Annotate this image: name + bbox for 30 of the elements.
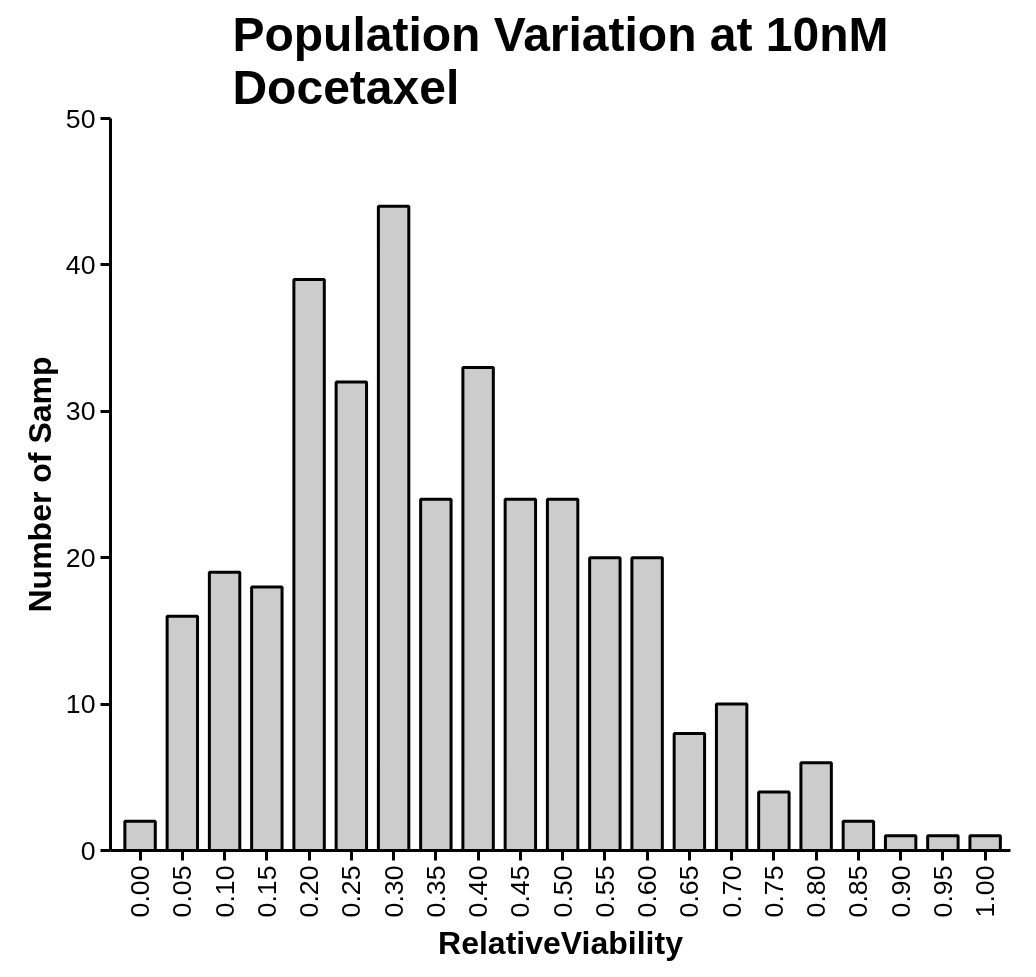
x-tick-label: 0.60 bbox=[632, 865, 663, 918]
x-tick-label: 0.50 bbox=[547, 865, 578, 918]
y-tick-label: 20 bbox=[65, 542, 96, 573]
x-axis-title: RelativeViability bbox=[438, 925, 684, 962]
x-tick-label: 0.15 bbox=[251, 865, 282, 918]
chart-title: Population Variation at 10nM Docetaxel bbox=[232, 7, 889, 114]
x-tick-label: 0.70 bbox=[716, 865, 747, 918]
y-tick-label: 10 bbox=[65, 689, 96, 720]
y-axis-title: Number of Samp bbox=[21, 356, 58, 613]
x-tick-label: 0.35 bbox=[420, 865, 451, 918]
x-tick-label: 0.30 bbox=[378, 865, 409, 918]
y-tick-label: 30 bbox=[65, 396, 96, 427]
x-tick-label: 0.45 bbox=[505, 865, 536, 918]
x-tick-label: 0.05 bbox=[167, 865, 198, 918]
x-tick-label: 0.80 bbox=[801, 865, 832, 918]
x-tick-label: 0.20 bbox=[294, 865, 325, 918]
x-tick-label: 0.90 bbox=[885, 865, 916, 918]
y-tick-label: 50 bbox=[65, 103, 96, 134]
x-tick-label: 0.40 bbox=[463, 865, 494, 918]
x-tick-label: 0.10 bbox=[209, 865, 240, 918]
y-tick-label: 40 bbox=[65, 249, 96, 280]
x-tick-label: 0.75 bbox=[758, 865, 789, 918]
x-tick-label: 0.25 bbox=[336, 865, 367, 918]
x-tick-label: 0.95 bbox=[927, 865, 958, 918]
y-tick-label: 0 bbox=[80, 835, 96, 866]
x-tick-label: 0.55 bbox=[589, 865, 620, 918]
x-tick-label: 1.00 bbox=[970, 865, 1001, 918]
x-tick-label: 0.00 bbox=[125, 865, 156, 918]
x-tick-label: 0.85 bbox=[843, 865, 874, 918]
x-tick-label: 0.65 bbox=[674, 865, 705, 918]
